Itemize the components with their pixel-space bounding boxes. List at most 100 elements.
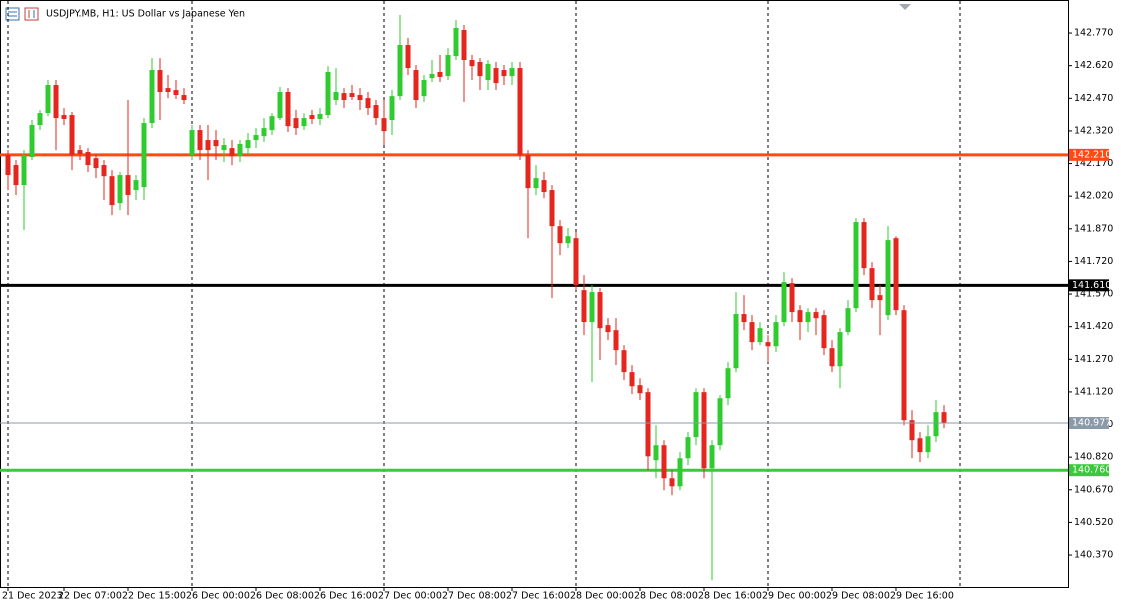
candle-body — [717, 398, 723, 446]
candle-body — [541, 180, 547, 193]
candle-body — [69, 115, 75, 156]
y-tick-label: 140.370 — [1074, 550, 1113, 561]
candle-body — [157, 70, 163, 92]
candle-body — [885, 240, 891, 316]
candle-body — [85, 152, 91, 166]
candle-body — [645, 392, 651, 457]
price-level-tag — [1069, 464, 1109, 477]
y-tick-label: 142.170 — [1074, 158, 1113, 169]
x-tick-label: 27 Dec 16:00 — [506, 591, 570, 602]
x-tick-label: 26 Dec 16:00 — [314, 591, 378, 602]
candle-body — [685, 437, 691, 459]
candle-body — [909, 420, 915, 441]
candle-body — [461, 30, 467, 61]
x-tick-label: 28 Dec 00:00 — [570, 591, 634, 602]
candle-body — [13, 165, 19, 186]
candle-body — [893, 238, 899, 311]
candle-body — [829, 348, 835, 367]
candle-body — [269, 116, 275, 131]
candle-body — [837, 332, 843, 367]
candle-body — [221, 145, 227, 151]
candle-body — [485, 63, 491, 81]
x-tick-label: 28 Dec 16:00 — [698, 591, 762, 602]
price-level-tag — [1069, 417, 1109, 430]
candle-body — [389, 96, 395, 121]
candle-body — [421, 80, 427, 97]
candle-body — [517, 68, 523, 156]
candle-body — [173, 90, 179, 96]
candle-body — [77, 150, 83, 154]
candle-body — [189, 130, 195, 156]
candle-body — [469, 60, 475, 67]
x-tick-label: 26 Dec 00:00 — [186, 591, 250, 602]
candle-body — [29, 125, 35, 158]
candle-body — [933, 412, 939, 437]
candle-body — [341, 93, 347, 101]
candle-body — [773, 322, 779, 347]
candle-body — [133, 180, 139, 191]
candle-body — [733, 314, 739, 369]
x-tick-label: 29 Dec 00:00 — [762, 591, 826, 602]
candle-body — [21, 155, 27, 186]
candle-body — [877, 295, 883, 301]
candle-body — [117, 175, 123, 204]
candle-body — [205, 140, 211, 151]
title-icon — [5, 7, 39, 21]
candle-body — [229, 148, 235, 157]
candle-body — [565, 236, 571, 244]
candle-body — [653, 445, 659, 461]
price-level-label: 141.610 — [1072, 280, 1111, 291]
candle-body — [525, 155, 531, 189]
candle-body — [149, 70, 155, 124]
candle-body — [125, 175, 131, 196]
candle-body — [109, 176, 115, 206]
candle-body — [45, 85, 51, 114]
y-tick-label: 142.770 — [1074, 28, 1113, 39]
candle-body — [397, 45, 403, 97]
y-tick-label: 142.020 — [1074, 191, 1113, 202]
candle-body — [789, 283, 795, 313]
x-tick-label: 27 Dec 00:00 — [378, 591, 442, 602]
y-tick-label: 141.270 — [1074, 354, 1113, 365]
candle-body — [413, 70, 419, 101]
candle-body — [309, 115, 315, 119]
candle-body — [261, 128, 267, 137]
candle-body — [589, 292, 595, 323]
candle-body — [693, 392, 699, 438]
x-tick-label: 21 Dec 2023 — [2, 591, 63, 602]
candle-body — [797, 310, 803, 323]
candle-body — [333, 91, 339, 101]
candle-body — [629, 372, 635, 387]
shift-marker — [899, 4, 911, 10]
candle-body — [533, 178, 539, 189]
candle-body — [509, 68, 515, 77]
candle-body — [325, 71, 331, 116]
y-tick-label: 142.620 — [1074, 60, 1113, 71]
candle-body — [557, 226, 563, 244]
candle-body — [501, 70, 507, 77]
candle-body — [709, 445, 715, 469]
x-tick-label: 22 Dec 07:00 — [58, 591, 122, 602]
candle-body — [477, 61, 483, 77]
candle-body — [765, 342, 771, 347]
candle-body — [405, 45, 411, 69]
price-level-label: 140.977 — [1072, 418, 1111, 429]
candle-body — [213, 140, 219, 147]
candle-body — [453, 28, 459, 57]
candle-body — [437, 71, 443, 77]
candle-body — [741, 314, 747, 323]
candle-body — [5, 155, 11, 176]
candle-body — [701, 392, 707, 469]
candle-body — [669, 478, 675, 487]
y-tick-label: 140.520 — [1074, 517, 1113, 528]
chart-title: USDJPY.MB, H1: US Dollar vs Japanese Yen — [46, 9, 245, 20]
x-tick-label: 27 Dec 08:00 — [442, 591, 506, 602]
price-level-tag — [1069, 148, 1109, 161]
y-tick-label: 140.820 — [1074, 452, 1113, 463]
candle-body — [581, 290, 587, 323]
candle-body — [293, 118, 299, 129]
candle-body — [861, 222, 867, 269]
price-level-tag — [1069, 279, 1109, 292]
candle-body — [181, 95, 187, 101]
